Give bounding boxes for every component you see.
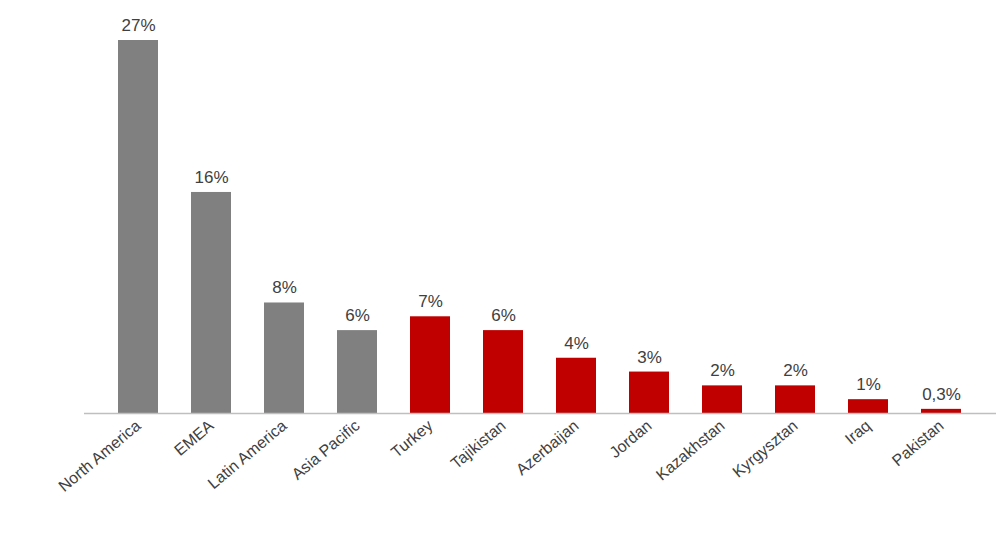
svg-text:Azerbaijan: Azerbaijan [513,417,582,479]
svg-text:7%: 7% [418,292,443,311]
svg-text:27%: 27% [121,16,155,35]
svg-text:Pakistan: Pakistan [889,417,947,469]
svg-text:EMEA: EMEA [171,416,217,458]
svg-text:1%: 1% [856,375,881,394]
svg-text:6%: 6% [345,306,370,325]
svg-text:Turkey: Turkey [388,417,436,461]
svg-text:2%: 2% [783,361,808,380]
svg-text:Jordan: Jordan [606,417,654,461]
svg-text:2%: 2% [710,361,735,380]
svg-text:3%: 3% [637,347,662,366]
svg-text:North America: North America [55,417,144,495]
svg-text:16%: 16% [194,168,228,187]
svg-text:Kazakhstan: Kazakhstan [653,417,728,484]
svg-text:Kyrgysztan: Kyrgysztan [729,417,801,481]
svg-text:6%: 6% [491,306,516,325]
svg-text:Latin America: Latin America [205,417,290,492]
svg-text:0,3%: 0,3% [922,385,961,404]
svg-text:Asia Pacific: Asia Pacific [288,417,362,483]
svg-text:Iraq: Iraq [842,417,874,448]
svg-text:Tajikistan: Tajikistan [447,417,508,472]
svg-text:8%: 8% [272,278,297,297]
svg-text:4%: 4% [564,334,589,353]
